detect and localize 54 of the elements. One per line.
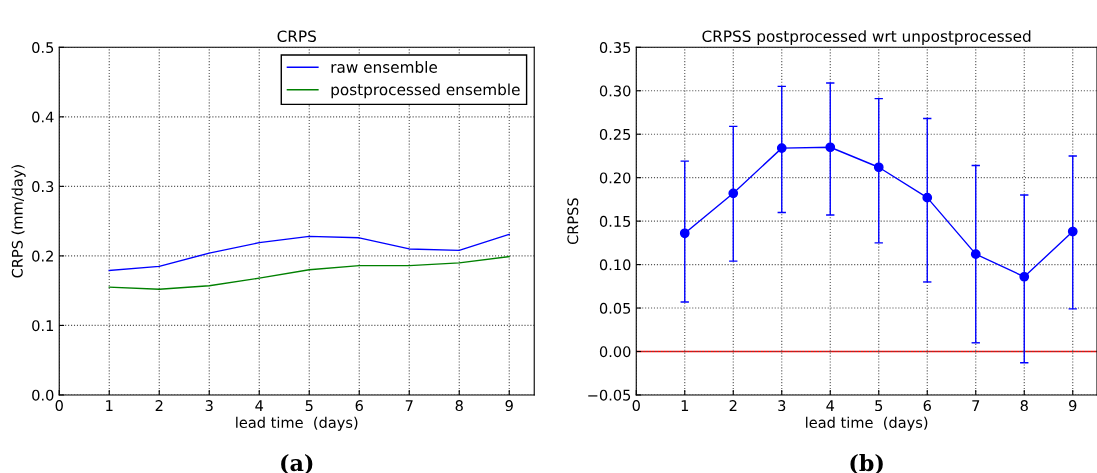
x-tick-label: 7 <box>405 400 413 411</box>
y-axis-title: CRPS (mm/day) <box>11 165 26 278</box>
line-series <box>108 255 510 290</box>
y-tick-label: 0.4 <box>32 111 54 123</box>
x-tick-label: 8 <box>1020 400 1028 412</box>
y-tick-label: 0.05 <box>599 302 631 314</box>
x-tick-label: 5 <box>305 400 313 412</box>
x-tick-label: 4 <box>826 400 835 411</box>
y-tick-label: 0.35 <box>599 42 631 54</box>
legend-label: postprocessed ensemble <box>331 83 520 99</box>
x-tick-label: 3 <box>778 400 786 412</box>
x-tick-label: 7 <box>972 400 980 411</box>
line-series <box>108 233 510 272</box>
point <box>873 162 884 173</box>
x-tick-label: 0 <box>632 400 640 412</box>
x-tick-label: 4 <box>255 400 264 411</box>
point <box>1019 271 1030 282</box>
y-tick-label: 0.10 <box>599 259 631 271</box>
x-tick-label: 1 <box>681 400 689 411</box>
chart-title: CRPSS postprocessed wrt unpostprocessed <box>702 30 1031 45</box>
y-tick-label: 0.30 <box>599 85 631 97</box>
x-tick-label: 0 <box>55 400 63 412</box>
y-tick-label: 0.3 <box>32 181 54 193</box>
y-tick-label: 0.2 <box>32 250 53 262</box>
point <box>970 249 981 260</box>
x-tick-label: 6 <box>923 400 931 412</box>
x-tick-label: 5 <box>875 400 883 412</box>
legend-label: raw ensemble <box>331 61 438 73</box>
x-tick-label: 9 <box>1069 400 1077 412</box>
x-tick-label: 8 <box>455 400 463 412</box>
x-axis-title: lead time (days) <box>806 416 928 431</box>
x-tick-label: 1 <box>106 400 113 411</box>
y-tick-label: 0.1 <box>32 320 54 332</box>
point <box>922 192 933 203</box>
y-tick-label: 0.25 <box>599 128 631 140</box>
y-tick-label: −0.05 <box>588 389 631 401</box>
y-tick-label: 0.00 <box>599 346 631 358</box>
y-tick-label: 0.20 <box>599 172 631 184</box>
point <box>776 143 787 153</box>
x-axis-title: lead time (days) <box>236 416 358 431</box>
x-tick-label: 9 <box>505 400 513 412</box>
point <box>679 228 690 239</box>
point <box>728 188 739 199</box>
point <box>825 142 836 153</box>
chart-title: CRPS <box>277 30 316 42</box>
y-tick-label: 0.0 <box>32 389 54 401</box>
x-tick-label: 6 <box>355 400 363 412</box>
x-tick-label: 2 <box>155 400 163 411</box>
y-axis-title: CRPSS <box>567 198 579 245</box>
point <box>1067 226 1078 237</box>
y-tick-label: 0.15 <box>599 215 631 227</box>
y-tick-label: 0.5 <box>32 42 54 54</box>
x-tick-label: 3 <box>205 400 213 412</box>
x-tick-label: 2 <box>729 400 737 411</box>
